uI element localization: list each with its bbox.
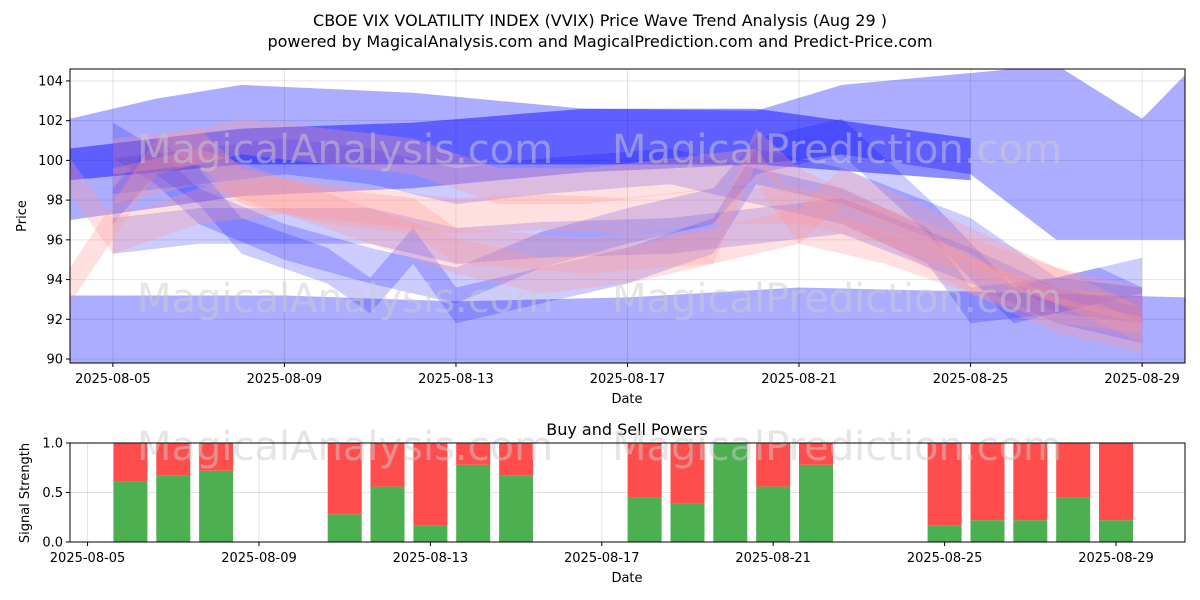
price-y-tick-label: 90 <box>46 353 63 368</box>
price-x-tick-label: 2025-08-09 <box>247 372 323 387</box>
price-x-tick-label: 2025-08-25 <box>933 372 1009 387</box>
wave-band-red-9 <box>70 118 1143 344</box>
sell-bar <box>1013 443 1048 521</box>
watermark-right-top: MagicalPrediction.com <box>612 127 1062 173</box>
watermark-left-bottom: MagicalAnalysis.com <box>137 424 553 470</box>
signal-x-tick-label: 2025-08-25 <box>907 551 983 566</box>
buy-bar <box>927 525 962 542</box>
signal-x-tick-label: 2025-08-05 <box>50 551 126 566</box>
signal-x-tick-label: 2025-08-29 <box>1078 551 1154 566</box>
buy-bar <box>327 514 362 542</box>
buy-bar <box>113 481 148 542</box>
watermark-right-bottom: MagicalPrediction.com <box>612 424 1062 470</box>
buy-bar <box>456 464 491 542</box>
signal-y-tick-label: 0.0 <box>42 536 63 551</box>
chart-title-line2: powered by MagicalAnalysis.com and Magic… <box>267 32 932 51</box>
sell-bar <box>927 443 962 526</box>
buy-sell-title: Buy and Sell Powers <box>546 420 708 439</box>
sell-bar <box>456 443 491 465</box>
wave-band-blue-5 <box>112 138 1143 324</box>
wave-band-blue-4 <box>112 138 1143 324</box>
price-wave-bands <box>70 69 1185 363</box>
sell-bar <box>970 443 1005 521</box>
sell-bar <box>413 443 448 526</box>
buy-bar <box>499 475 534 542</box>
signal-axes: 0.0 0.5 1.0 2025-08-05 2025-08-09 2025-08-13 2… <box>42 437 1153 567</box>
watermark-left-mid: MagicalAnalysis.com <box>137 276 553 322</box>
wave-band-blue-2 <box>70 108 971 181</box>
buy-bar <box>627 497 662 542</box>
watermark-right-mid: MagicalPrediction.com <box>612 276 1062 322</box>
buy-bar <box>413 525 448 542</box>
sell-bar <box>199 443 234 471</box>
wave-band-blue-0 <box>70 69 1185 240</box>
sell-bar <box>627 443 662 498</box>
price-y-tick-label: 92 <box>46 313 63 328</box>
price-x-tick-label: 2025-08-21 <box>761 372 837 387</box>
signal-y-tick-label: 0.5 <box>42 486 63 501</box>
price-axes: 90 92 94 96 98 100 102 104 2025-08-05 2025-08-09 2… <box>38 74 1180 387</box>
signal-bars <box>113 443 1133 542</box>
watermark-left-top: MagicalAnalysis.com <box>137 127 553 173</box>
price-x-tick-label: 2025-08-17 <box>590 372 666 387</box>
signal-y-axis-label: Signal Strength <box>18 443 33 543</box>
buy-bar <box>799 464 833 542</box>
chart-title-line1: CBOE VIX VOLATILITY INDEX (VVIX) Price W… <box>313 11 887 30</box>
price-x-tick-label: 2025-08-05 <box>75 372 151 387</box>
buy-bar <box>370 486 405 542</box>
price-y-axis-label: Price <box>15 200 30 232</box>
buy-bar <box>970 520 1005 542</box>
price-gridlines <box>70 69 1185 363</box>
sell-bar <box>1099 443 1133 521</box>
wave-band-red-10 <box>112 148 1143 354</box>
price-y-tick-label: 100 <box>38 154 63 169</box>
signal-y-tick-label: 1.0 <box>42 437 63 452</box>
price-x-tick-label: 2025-08-29 <box>1104 372 1180 387</box>
sell-bar <box>370 443 405 487</box>
sell-bar <box>327 443 362 515</box>
signal-x-tick-label: 2025-08-13 <box>393 551 469 566</box>
buy-bar <box>1099 520 1133 542</box>
sell-bar <box>499 443 534 476</box>
signal-x-tick-label: 2025-08-21 <box>735 551 811 566</box>
signal-x-axis-label: Date <box>611 571 642 586</box>
buy-bar <box>156 475 191 542</box>
sell-bar <box>156 443 191 476</box>
price-x-tick-label: 2025-08-13 <box>418 372 494 387</box>
sell-bar <box>113 443 148 482</box>
price-x-axis-label: Date <box>611 392 642 407</box>
price-y-tick-label: 94 <box>46 273 63 288</box>
buy-bar <box>199 470 234 542</box>
buy-bar <box>756 486 791 542</box>
sell-bar <box>756 443 791 487</box>
price-y-tick-label: 102 <box>38 114 63 129</box>
wave-band-red-8 <box>70 158 1143 324</box>
buy-bar <box>1013 520 1048 542</box>
sell-bar <box>670 443 705 504</box>
wave-band-blue-1 <box>70 287 1185 363</box>
signal-x-tick-label: 2025-08-09 <box>221 551 297 566</box>
buy-bar <box>670 503 705 542</box>
wave-band-red-7 <box>112 128 1143 334</box>
buy-bar <box>1056 497 1091 542</box>
price-y-tick-label: 98 <box>46 194 63 209</box>
wave-band-blue-6 <box>112 198 1143 344</box>
wave-band-blue-3 <box>112 118 1143 324</box>
sell-bar <box>799 443 833 465</box>
price-y-tick-label: 96 <box>46 233 63 248</box>
sell-bar <box>1056 443 1091 498</box>
buy-bar <box>713 443 748 542</box>
price-y-tick-label: 104 <box>38 74 63 89</box>
signal-x-tick-label: 2025-08-17 <box>564 551 640 566</box>
